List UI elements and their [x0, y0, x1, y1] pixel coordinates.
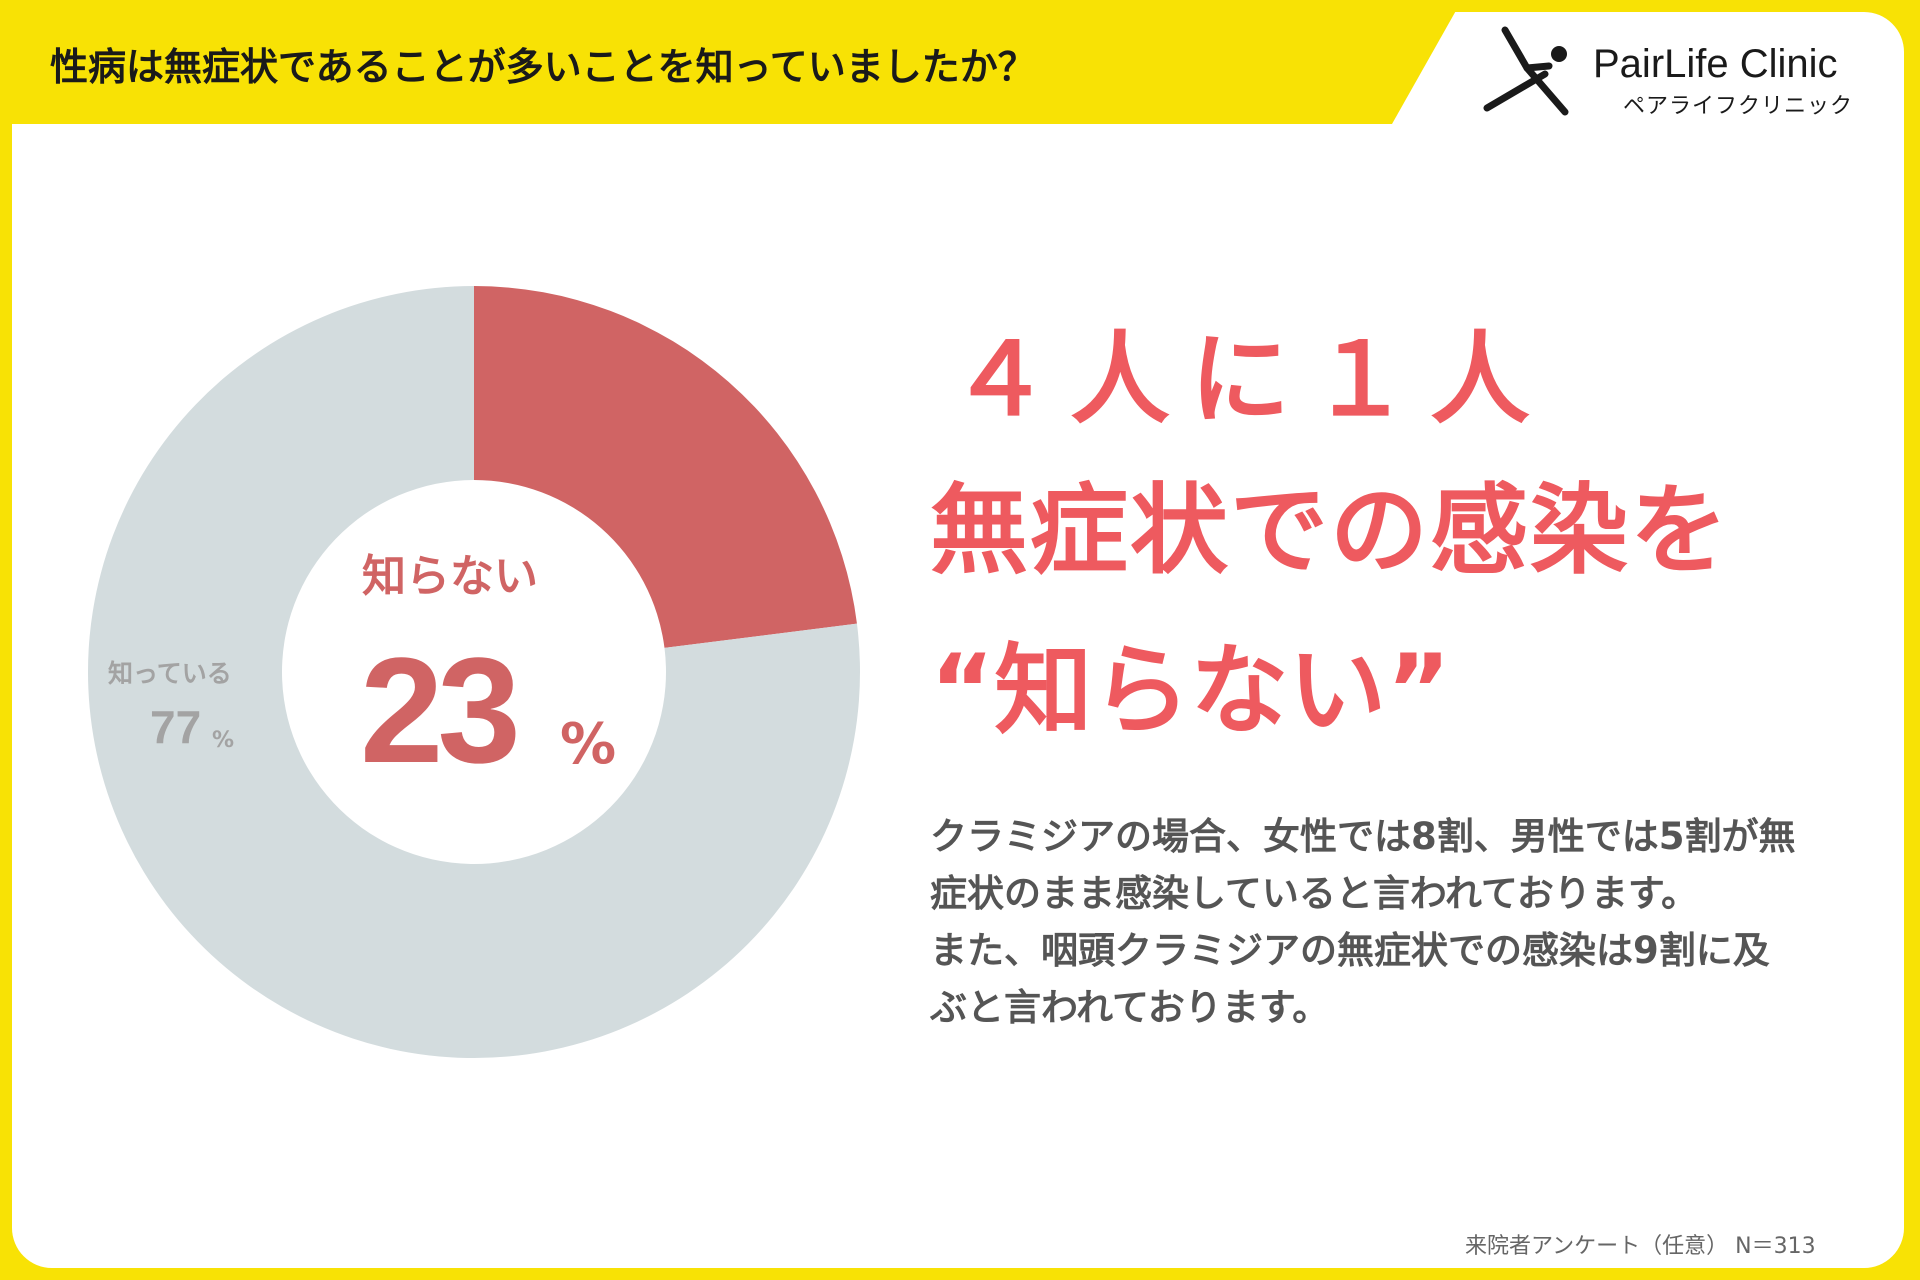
headline-line-2: 無症状での感染を — [930, 474, 1731, 588]
logo-name: PairLife Clinic — [1593, 42, 1838, 86]
body-line: 症状のまま感染していると言われております。 — [930, 872, 1699, 915]
running-figure-icon — [1483, 26, 1569, 116]
donut-chart — [87, 286, 860, 1058]
center-value: 23 — [360, 626, 521, 794]
card — [12, 12, 1904, 1268]
center-unit: % — [560, 712, 617, 777]
body-line: ぶと言われております。 — [930, 986, 1330, 1029]
center-label: 知らない — [362, 551, 538, 602]
logo: PairLife Clinic ペアライフクリニック — [1475, 24, 1895, 124]
body-line: クラミジアの場合、女性では8割、男性では5割が無 — [930, 815, 1796, 858]
slice-known — [87, 286, 860, 1058]
body-text: クラミジアの場合、女性では8割、男性では5割が無 症状のまま感染していると言われ… — [930, 808, 1870, 1036]
outer-unit: % — [212, 728, 235, 753]
outer-value: 77 — [150, 701, 202, 753]
logo-kana: ペアライフクリニック — [1623, 94, 1854, 119]
outer-label: 知っている — [108, 659, 232, 688]
page-title: 性病は無症状であることが多いことを知っていましたか？ — [50, 45, 1036, 89]
header-yellow-band — [0, 0, 1462, 124]
header-band — [0, 0, 1462, 124]
headline-line-3: “知らない” — [930, 634, 1451, 748]
slice-not-known — [474, 286, 857, 648]
headline-line-1: ４人に１人 — [950, 321, 1550, 438]
source-note: 来院者アンケート（任意） N＝313 — [1465, 1234, 1816, 1259]
body-line: また、咽頭クラミジアの無症状での感染は9割に及 — [930, 929, 1770, 972]
